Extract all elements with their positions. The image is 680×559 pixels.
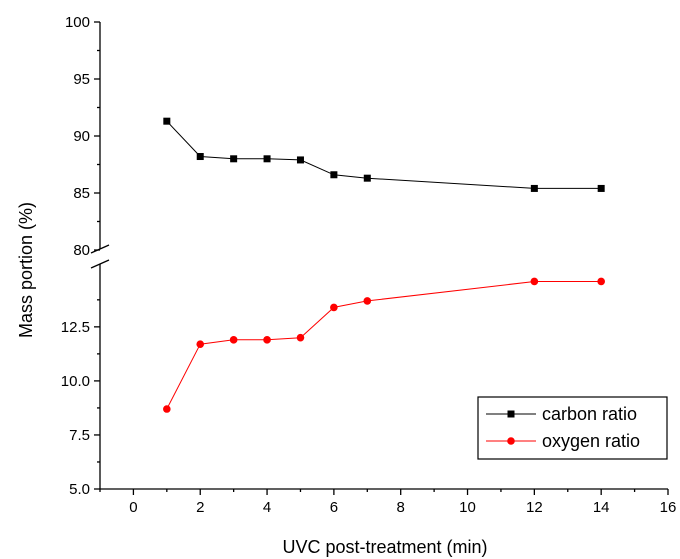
data-point <box>330 303 338 312</box>
x-tick-label: 4 <box>263 499 271 516</box>
data-point <box>263 336 271 344</box>
axes: 0 2 4 6 8 10 12 14 16 80 85 90 95 100 5.0 7.5 10.0 12.5 <box>61 14 677 516</box>
data-point <box>296 156 304 164</box>
x-axis-title: UVC post-treatment (min) <box>282 537 487 557</box>
x-tick-label: 8 <box>397 499 405 516</box>
legend-label: oxygen ratio <box>542 431 640 451</box>
data-point <box>229 336 238 344</box>
data-point <box>163 405 171 413</box>
data-point <box>597 184 605 192</box>
y-tick-label: 100 <box>65 14 90 31</box>
data-point <box>230 155 238 163</box>
x-tick-label: 2 <box>196 499 204 516</box>
x-tick-label: 14 <box>593 499 610 516</box>
legend-swatch-marker <box>507 437 515 445</box>
legend-label: carbon ratio <box>542 404 637 424</box>
data-point <box>597 277 605 286</box>
series-line <box>166 120 602 189</box>
series-line <box>166 281 602 410</box>
data-point <box>363 297 372 305</box>
data-point <box>196 153 204 161</box>
data-point <box>296 333 305 342</box>
x-tick-label: 0 <box>129 499 137 516</box>
x-tick-label: 16 <box>660 499 677 516</box>
y-tick-label: 12.5 <box>61 319 90 336</box>
y-tick-label: 80 <box>73 242 90 259</box>
legend-box <box>477 396 668 460</box>
legend-swatch-marker <box>507 410 515 418</box>
data-point <box>330 171 338 179</box>
data-point <box>530 277 539 286</box>
y-axis-title: Mass portion (%) <box>16 202 36 338</box>
y-tick-label: 85 <box>73 185 90 202</box>
legend: carbon ratio oxygen ratio <box>477 396 668 460</box>
x-tick-label: 12 <box>526 499 543 516</box>
y-tick-label: 10.0 <box>61 373 90 390</box>
y-tick-label: 5.0 <box>69 481 90 498</box>
series-layer <box>163 117 605 413</box>
axis-break-mark <box>90 259 110 269</box>
data-point <box>196 340 205 348</box>
data-point <box>163 117 171 125</box>
x-tick-label: 10 <box>459 499 476 516</box>
y-tick-label: 95 <box>73 71 90 88</box>
y-tick-label: 90 <box>73 128 90 145</box>
y-tick-label: 7.5 <box>69 427 90 444</box>
x-tick-label: 6 <box>330 499 338 516</box>
data-point <box>363 174 371 182</box>
axis-break-mark <box>90 244 110 254</box>
data-point <box>530 184 538 192</box>
data-point <box>263 155 271 163</box>
